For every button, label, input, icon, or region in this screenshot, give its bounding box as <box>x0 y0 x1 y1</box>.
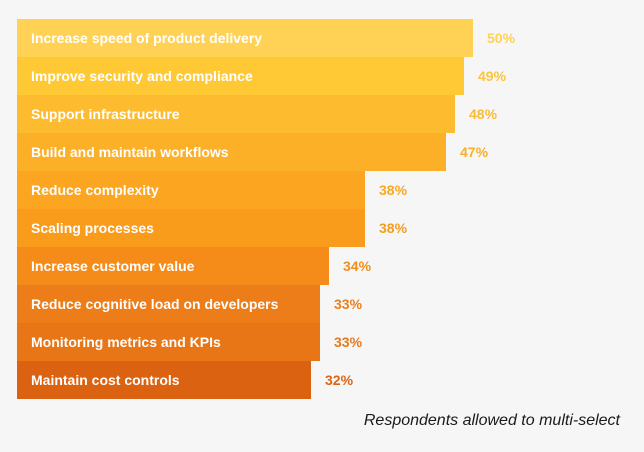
value-label: 32% <box>325 372 354 388</box>
value-label: 38% <box>379 182 408 198</box>
value-label: 33% <box>334 296 363 312</box>
category-label: Build and maintain workflows <box>31 144 229 160</box>
bar <box>17 361 311 399</box>
value-label: 48% <box>469 106 498 122</box>
category-label: Reduce cognitive load on developers <box>31 296 279 312</box>
category-label: Support infrastructure <box>31 106 180 122</box>
bar <box>17 285 320 323</box>
bar <box>17 133 446 171</box>
value-label: 34% <box>343 258 372 274</box>
bar <box>17 95 455 133</box>
bar <box>17 323 320 361</box>
bar <box>17 171 365 209</box>
category-label: Monitoring metrics and KPIs <box>31 334 221 350</box>
footnote: Respondents allowed to multi-select <box>363 412 620 429</box>
bar <box>17 57 464 95</box>
bar <box>17 209 365 247</box>
value-label: 49% <box>478 68 507 84</box>
value-label: 38% <box>379 220 408 236</box>
category-label: Increase speed of product delivery <box>31 30 263 46</box>
value-label: 50% <box>487 30 516 46</box>
category-label: Maintain cost controls <box>31 372 180 388</box>
category-label: Reduce complexity <box>31 182 159 198</box>
category-label: Scaling processes <box>31 220 154 236</box>
category-label: Increase customer value <box>31 258 195 274</box>
value-label: 33% <box>334 334 363 350</box>
bar <box>17 247 329 285</box>
bar <box>17 19 473 57</box>
value-label: 47% <box>460 144 489 160</box>
category-label: Improve security and compliance <box>31 68 253 84</box>
